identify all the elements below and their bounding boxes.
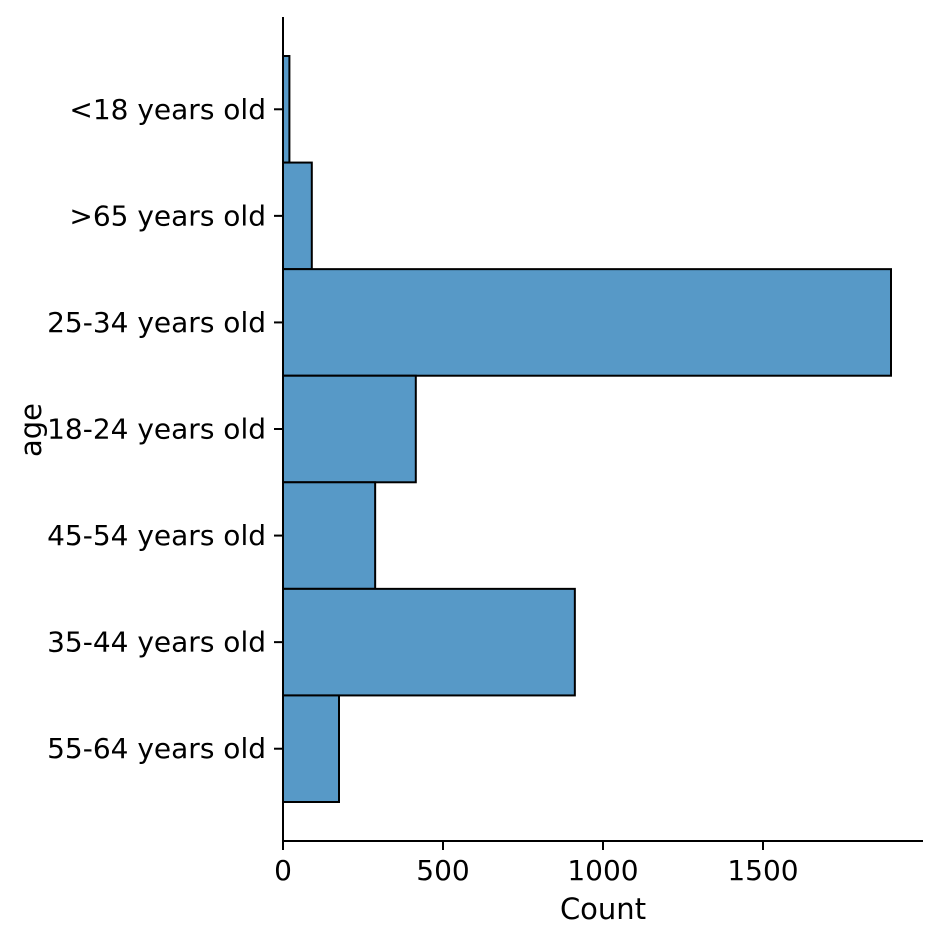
- x-tick-label: 1500: [727, 854, 798, 887]
- y-tick-label: 55-64 years old: [47, 732, 266, 765]
- y-tick-label: >65 years old: [69, 199, 266, 232]
- y-tick-label: 18-24 years old: [47, 413, 266, 446]
- y-axis-label: age: [14, 402, 48, 458]
- x-tick-label: 500: [416, 854, 469, 887]
- x-tick-label: 0: [274, 854, 292, 887]
- bar: [282, 587, 576, 697]
- bar: [282, 161, 313, 271]
- x-axis-label: Count: [559, 892, 647, 926]
- x-tick-label: 1000: [567, 854, 638, 887]
- bar: [282, 268, 892, 377]
- bar: [282, 374, 417, 484]
- y-tick-label: 25-34 years old: [47, 306, 266, 339]
- bar: [282, 481, 377, 590]
- y-tick-label: 45-54 years old: [47, 519, 266, 552]
- bar: [282, 694, 340, 804]
- y-tick-label: <18 years old: [69, 93, 266, 126]
- y-tick-label: 35-44 years old: [47, 626, 266, 659]
